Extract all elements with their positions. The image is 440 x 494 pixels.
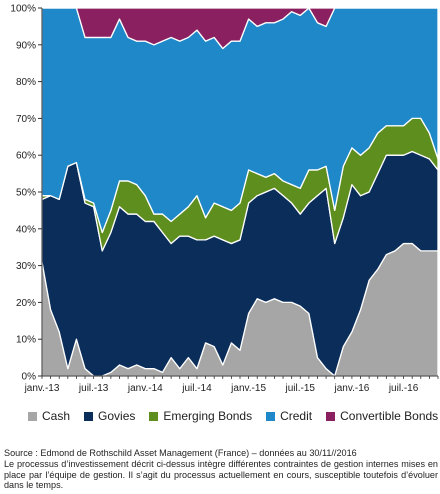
y-tick-label: 80%	[16, 77, 36, 88]
legend-swatch-cash	[28, 411, 37, 421]
y-tick-label: 20%	[16, 298, 36, 309]
chart-areas	[41, 7, 439, 377]
y-tick-label: 50%	[16, 188, 36, 199]
x-tick-label: janv.-15	[230, 383, 266, 394]
legend-swatch-emerging-bonds	[149, 411, 159, 421]
legend-label-credit: Credit	[280, 409, 313, 423]
legend-swatch-govies	[84, 411, 94, 421]
y-tick-label: 100%	[10, 4, 36, 15]
area-convertible-bonds	[41, 7, 439, 50]
x-tick-label: juil.-16	[388, 383, 419, 394]
legend-swatch-convertible-bonds	[326, 411, 336, 421]
disclaimer: Le processus d’investissement décrit ci-…	[4, 458, 438, 491]
y-tick-label: 30%	[16, 261, 36, 272]
y-tick-label: 60%	[16, 151, 36, 162]
y-tick-label: 0%	[22, 372, 37, 383]
y-axis: 0% 10% 20% 30% 40% 50% 60% 70% 80% 90% 100%	[10, 4, 43, 383]
chart-legend: Cash Govies Emerging Bonds Credit Conver…	[28, 407, 440, 425]
legend-item-cash: Cash	[28, 409, 70, 423]
legend-item-convertible-bonds: Convertible Bonds	[326, 409, 438, 423]
legend-label-convertible-bonds: Convertible Bonds	[340, 409, 439, 423]
x-tick-label: juil.-14	[181, 383, 212, 394]
stacked-area-chart: 0% 10% 20% 30% 40% 50% 60% 70% 80% 90% 100% janv.-…	[10, 4, 439, 394]
y-tick-label: 90%	[16, 40, 36, 51]
x-tick-label: juil.-15	[285, 383, 316, 394]
x-tick-label: janv.-16	[333, 383, 369, 394]
legend-item-credit: Credit	[266, 409, 312, 423]
x-tick-label: janv.-14	[127, 383, 163, 394]
source-line: Source : Edmond de Rothschild Asset Mana…	[4, 448, 357, 458]
x-tick-label: janv.-13	[24, 383, 60, 394]
y-tick-label: 70%	[16, 114, 36, 125]
x-tick-label: juil.-13	[78, 383, 109, 394]
chart-footer: Source : Edmond de Rothschild Asset Mana…	[4, 448, 438, 491]
y-tick-label: 40%	[16, 224, 36, 235]
y-tick-label: 10%	[16, 335, 36, 346]
legend-item-emerging-bonds: Emerging Bonds	[149, 409, 252, 423]
x-axis: janv.-13 juil.-13 janv.-14 juil.-14 janv.-15…	[24, 375, 439, 394]
legend-label-cash: Cash	[42, 409, 71, 423]
legend-item-govies: Govies	[84, 409, 135, 423]
legend-swatch-credit	[266, 411, 276, 421]
legend-label-emerging-bonds: Emerging Bonds	[163, 409, 253, 423]
legend-label-govies: Govies	[98, 409, 136, 423]
